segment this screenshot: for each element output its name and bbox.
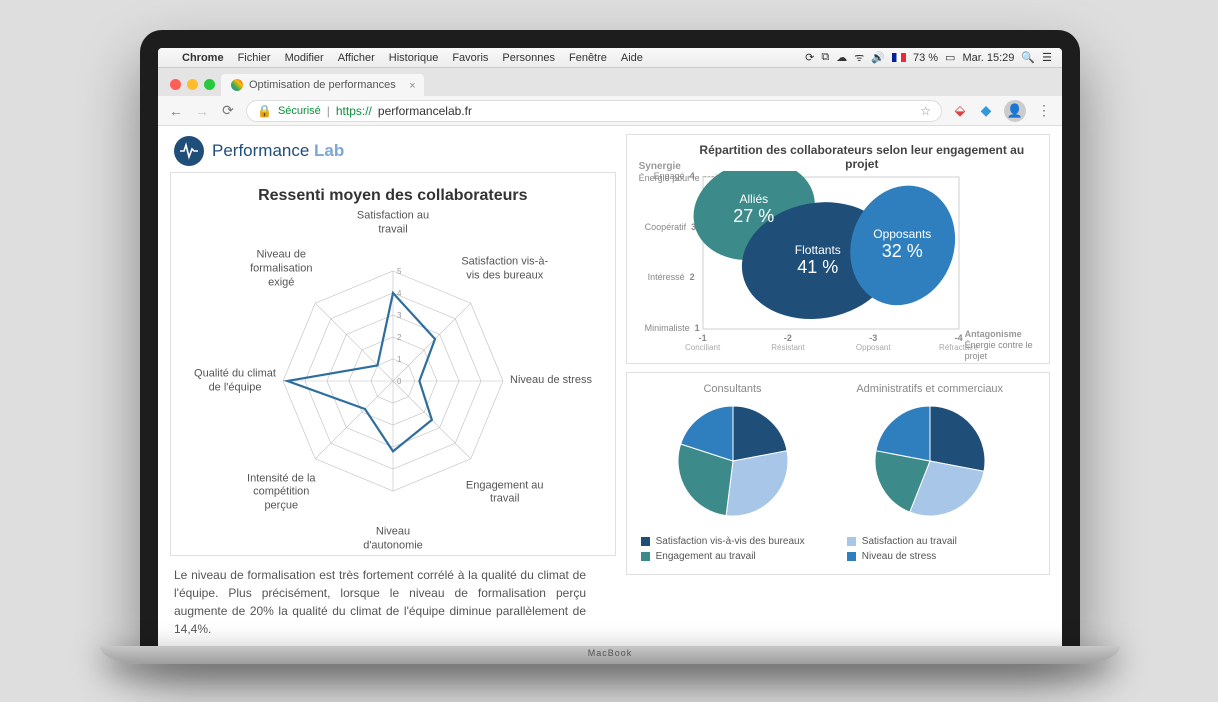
screen: Chrome Fichier Modifier Afficher Histori…: [158, 48, 1062, 648]
radar-axis-label: Niveau d'autonomie: [348, 525, 438, 553]
menu-file[interactable]: Fichier: [238, 52, 271, 64]
pie-svg: [673, 401, 793, 521]
lock-icon: 🔒: [257, 104, 272, 118]
legend-label: Niveau de stress: [862, 551, 936, 562]
legend-label: Engagement au travail: [656, 551, 756, 562]
menu-people[interactable]: Personnes: [502, 52, 555, 64]
legend-swatch: [641, 537, 650, 546]
radar-title: Ressenti moyen des collaborateurs: [177, 187, 609, 205]
browser-tab[interactable]: Optimisation de performances ×: [221, 74, 424, 96]
brand-logo: Performance Lab: [170, 134, 616, 172]
cloud-icon[interactable]: ☁: [836, 51, 847, 64]
app-name-menu[interactable]: Chrome: [182, 52, 224, 64]
bubble-group-label: Opposants32 %: [862, 227, 942, 262]
bubble-x-axis-title: AntagonismeÉnergie contre le projet: [965, 329, 1037, 361]
nav-reload-icon[interactable]: ⟳: [220, 102, 236, 119]
brand-word-2: Lab: [309, 141, 344, 160]
legend-swatch: [847, 537, 856, 546]
bubble-chart-panel: Répartition des collaborateurs selon leu…: [626, 134, 1050, 364]
extension-1-icon[interactable]: ⬙: [952, 102, 968, 119]
radar-axis-label: Niveau de formalisation exigé: [236, 249, 326, 290]
bubble-group-label: Flottants41 %: [778, 243, 858, 278]
tab-close-icon[interactable]: ×: [409, 80, 415, 92]
tab-favicon-icon: [231, 79, 243, 91]
radar-axis-label: Intensité de la compétition perçue: [236, 472, 326, 513]
tab-title: Optimisation de performances: [249, 79, 396, 91]
macos-menubar: Chrome Fichier Modifier Afficher Histori…: [158, 48, 1062, 68]
legend-item: Satisfaction au travail: [847, 536, 1035, 547]
laptop-model-label: MacBook: [588, 648, 633, 658]
clock[interactable]: Mar. 15:29: [962, 52, 1014, 64]
pie-chart: Consultants: [673, 383, 793, 526]
legend-swatch: [641, 552, 650, 561]
chrome-tab-strip: Optimisation de performances ×: [158, 68, 1062, 96]
legend-swatch: [847, 552, 856, 561]
window-minimize-button[interactable]: [187, 79, 198, 90]
bubble-x-tick: -2Résistant: [771, 333, 804, 352]
svg-text:2: 2: [397, 333, 402, 342]
svg-text:3: 3: [397, 311, 402, 320]
radar-axis-label: Qualité du climat de l'équipe: [190, 367, 280, 395]
pie-charts-panel: Consultants Administratifs et commerciau…: [626, 372, 1050, 575]
legend-label: Satisfaction vis-à-vis des bureaux: [656, 536, 805, 547]
menu-edit[interactable]: Modifier: [285, 52, 324, 64]
menu-window[interactable]: Fenêtre: [569, 52, 607, 64]
menu-bookmarks[interactable]: Favoris: [452, 52, 488, 64]
svg-text:0: 0: [397, 377, 402, 386]
url-scheme: https://: [336, 104, 372, 118]
chrome-toolbar: ← → ⟳ 🔒 Sécurisé | https://performancela…: [158, 96, 1062, 126]
notification-center-icon[interactable]: ☰: [1042, 51, 1052, 64]
profile-avatar-icon[interactable]: 👤: [1004, 100, 1026, 122]
radar-axis-label: Engagement au travail: [460, 479, 550, 507]
window-close-button[interactable]: [170, 79, 181, 90]
input-flag-icon[interactable]: [892, 53, 906, 62]
radar-axis-label: Satisfaction vis-à-vis des bureaux: [460, 256, 550, 284]
brand-logo-icon: [174, 136, 204, 166]
extension-2-icon[interactable]: ◆: [978, 102, 994, 119]
radar-chart-panel: Ressenti moyen des collaborateurs 012345…: [170, 172, 616, 556]
address-bar[interactable]: 🔒 Sécurisé | https://performancelab.fr ☆: [246, 100, 942, 122]
bubble-x-tick: -3Opposant: [856, 333, 891, 352]
spotlight-icon[interactable]: 🔍: [1021, 51, 1035, 64]
analysis-paragraph: Le niveau de formalisation est très fort…: [170, 556, 590, 638]
volume-icon[interactable]: 🔊: [871, 51, 885, 64]
pie-chart: Administratifs et commerciaux: [856, 383, 1003, 526]
legend-item: Engagement au travail: [641, 551, 829, 562]
brand-word-1: Performance: [212, 141, 309, 160]
bubble-x-tick: -1Conciliant: [685, 333, 720, 352]
pie-svg: [870, 401, 990, 521]
menu-history[interactable]: Historique: [389, 52, 439, 64]
chrome-menu-icon[interactable]: ⋮: [1036, 102, 1052, 119]
nav-back-icon[interactable]: ←: [168, 103, 184, 119]
radar-axis-label: Niveau de stress: [506, 374, 596, 388]
legend-label: Satisfaction au travail: [862, 536, 957, 547]
sync-icon[interactable]: ⟳: [805, 51, 814, 64]
radar-axis-label: Satisfaction au travail: [348, 209, 438, 237]
bookmark-star-icon[interactable]: ☆: [920, 104, 931, 118]
legend-item: Satisfaction vis-à-vis des bureaux: [641, 536, 829, 547]
nav-forward-icon[interactable]: →: [194, 103, 210, 119]
secure-label: Sécurisé: [278, 105, 321, 117]
menu-help[interactable]: Aide: [621, 52, 643, 64]
pie-title: Consultants: [673, 383, 793, 395]
dropbox-icon[interactable]: ⧉: [821, 51, 829, 64]
page-content: Performance Lab Ressenti moyen des colla…: [158, 126, 1062, 648]
laptop-base: MacBook: [100, 646, 1120, 664]
svg-text:1: 1: [397, 355, 402, 364]
svg-text:5: 5: [397, 267, 402, 276]
pie-title: Administratifs et commerciaux: [856, 383, 1003, 395]
bubble-group-label: Alliés27 %: [714, 192, 794, 227]
battery-text: 73 %: [913, 52, 938, 64]
url-domain: performancelab.fr: [378, 104, 472, 118]
laptop-frame: Chrome Fichier Modifier Afficher Histori…: [140, 30, 1080, 648]
battery-icon[interactable]: ▭: [945, 51, 955, 64]
window-maximize-button[interactable]: [204, 79, 215, 90]
bubble-title: Répartition des collaborateurs selon leu…: [687, 143, 1037, 171]
legend-item: Niveau de stress: [847, 551, 1035, 562]
menu-view[interactable]: Afficher: [338, 52, 375, 64]
wifi-icon[interactable]: ᯤ: [854, 50, 864, 65]
